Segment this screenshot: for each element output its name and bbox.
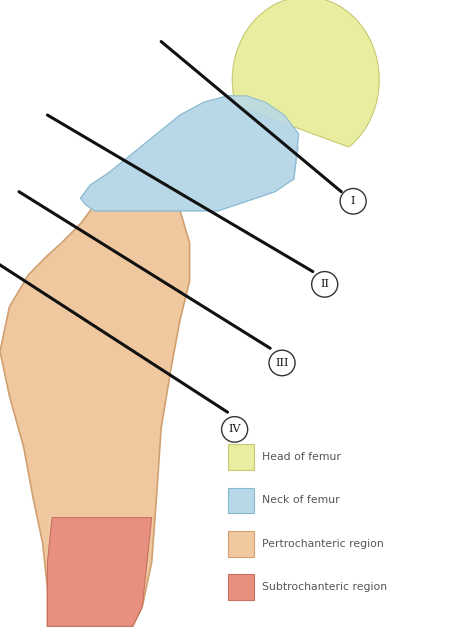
FancyBboxPatch shape <box>228 488 254 513</box>
Polygon shape <box>47 518 152 626</box>
FancyBboxPatch shape <box>228 574 254 600</box>
Ellipse shape <box>340 189 366 214</box>
Polygon shape <box>81 96 299 211</box>
Text: II: II <box>320 279 329 289</box>
Polygon shape <box>0 179 190 626</box>
Text: III: III <box>275 358 289 368</box>
Polygon shape <box>209 109 299 204</box>
Text: I: I <box>351 196 356 206</box>
Text: IV: IV <box>228 424 241 435</box>
Polygon shape <box>81 96 299 211</box>
Text: Pertrochanteric region: Pertrochanteric region <box>262 539 384 549</box>
Ellipse shape <box>221 417 247 442</box>
Ellipse shape <box>311 272 337 297</box>
Ellipse shape <box>269 350 295 376</box>
Polygon shape <box>232 0 379 147</box>
Text: Subtrochanteric region: Subtrochanteric region <box>262 582 387 592</box>
Text: Head of femur: Head of femur <box>262 452 341 462</box>
Text: Neck of femur: Neck of femur <box>262 495 340 505</box>
FancyBboxPatch shape <box>228 531 254 557</box>
FancyBboxPatch shape <box>228 444 254 470</box>
